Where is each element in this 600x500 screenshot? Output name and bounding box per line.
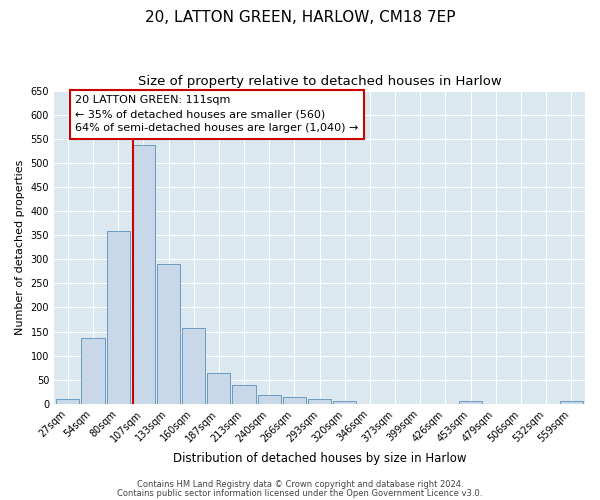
Title: Size of property relative to detached houses in Harlow: Size of property relative to detached ho…	[137, 75, 502, 88]
Bar	[207, 372, 230, 404]
Y-axis label: Number of detached properties: Number of detached properties	[15, 160, 25, 335]
Text: Contains public sector information licensed under the Open Government Licence v3: Contains public sector information licen…	[118, 488, 482, 498]
Bar	[459, 402, 482, 404]
Bar	[283, 397, 306, 404]
Bar	[56, 399, 79, 404]
Bar	[308, 399, 331, 404]
Bar	[107, 232, 130, 404]
Bar	[182, 328, 205, 404]
Bar	[132, 145, 155, 404]
Text: Contains HM Land Registry data © Crown copyright and database right 2024.: Contains HM Land Registry data © Crown c…	[137, 480, 463, 489]
Bar	[333, 400, 356, 404]
Bar	[232, 384, 256, 404]
Bar	[560, 402, 583, 404]
Bar	[82, 338, 104, 404]
Text: 20 LATTON GREEN: 111sqm
← 35% of detached houses are smaller (560)
64% of semi-d: 20 LATTON GREEN: 111sqm ← 35% of detache…	[75, 96, 359, 134]
Text: 20, LATTON GREEN, HARLOW, CM18 7EP: 20, LATTON GREEN, HARLOW, CM18 7EP	[145, 10, 455, 25]
Bar	[157, 264, 180, 404]
X-axis label: Distribution of detached houses by size in Harlow: Distribution of detached houses by size …	[173, 452, 466, 465]
Bar	[257, 395, 281, 404]
